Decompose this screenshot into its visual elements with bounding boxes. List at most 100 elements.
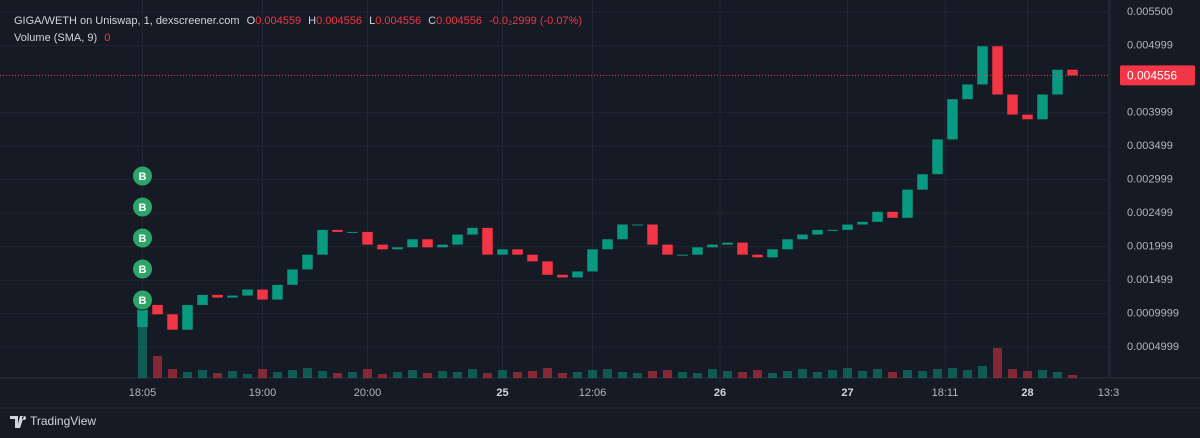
volume-bar [138,308,147,378]
buy-marker [132,196,153,218]
volume-bar [858,371,867,378]
candle-body [1037,94,1048,120]
volume-bar [963,370,972,378]
buy-marker [132,289,153,311]
volume-bar [243,374,252,378]
volume-label: Volume (SMA, 9) [14,32,97,44]
x-tick-label: 28 [1021,387,1033,399]
x-tick-label: 12:06 [579,387,607,399]
volume-bar [513,372,522,378]
candle-body [212,294,223,298]
volume-bar [198,370,207,378]
candle-body [167,314,178,330]
candle-body [947,99,958,140]
candle-body [677,254,688,256]
volume-bar [1068,375,1077,378]
brand-logo [10,416,27,428]
x-tick-label: 13:3 [1098,387,1119,399]
volume-bar [828,370,837,378]
volume-bar [378,374,387,378]
h-label: H [308,15,316,27]
volume-bar [618,372,627,378]
last-price-box [1120,65,1195,86]
candle-body [857,221,868,225]
volume-bar [918,371,927,378]
x-tick-label: 18:11 [932,387,959,399]
l-value: 0.004556 [375,15,421,27]
candle-body [1022,114,1033,120]
volume-pane [138,308,1077,378]
volume-bar [798,369,807,378]
volume-bar [303,368,312,378]
candle-body [662,244,673,255]
symbol: GIGA/WETH on Uniswap, 1, dexscreener.com [14,15,240,27]
candle-body [257,289,268,300]
l-label: L [369,15,375,27]
volume-bar [768,373,777,378]
candle-body [422,239,433,248]
volume-bar [333,373,342,378]
volume-bar [603,369,612,378]
volume-bar [528,371,537,378]
candle-body [932,139,943,175]
y-tick-label: 0.003999 [1127,107,1173,119]
volume-bar [1023,371,1032,378]
o-label: O [247,15,256,27]
volume-bar [228,371,237,378]
brand-name: TradingView [30,414,96,428]
candle-body [302,254,313,270]
candle-body [557,274,568,278]
volume-bar [213,373,222,378]
volume-bar [573,372,582,378]
x-tick-label: 18:05 [129,387,157,399]
x-tick-label: 25 [496,387,508,399]
y-tick-label: 0.002499 [1127,207,1173,219]
volume-bar [888,372,897,378]
buy-marker [132,165,153,187]
volume-bar [288,370,297,378]
y-tick-label: 0.001499 [1127,274,1173,286]
volume-bar [738,372,747,378]
candle-body [407,239,418,248]
o-value: 0.004559 [255,15,301,27]
candle-body [242,289,253,296]
volume-bar [783,371,792,378]
c-value: 0.004556 [436,15,482,27]
volume-bar [813,372,822,378]
candle-body [902,189,913,218]
candle-body [707,244,718,248]
volume-bar [1038,370,1047,378]
candle-body [272,284,283,300]
volume-bar [273,372,282,378]
candle-body [917,174,928,190]
c-label: C [428,15,436,27]
candle-body [692,247,703,255]
x-tick-label: 27 [841,387,853,399]
candle-body [287,269,298,285]
y-tick-label: 0.0009999 [1127,308,1179,320]
volume-bar [363,369,372,378]
volume-bar [408,370,417,378]
volume-bar [948,368,957,378]
y-tick-label: 0.003499 [1127,140,1173,152]
candle-body [782,239,793,250]
candle-body [317,229,328,255]
volume-bar [558,373,567,378]
volume-legend: Volume (SMA, 9) 0 [14,32,110,44]
volume-bar [753,370,762,378]
candle-body [752,254,763,258]
y-tick-label: 0.004999 [1127,40,1173,52]
candle-body [152,304,163,315]
candle-body [197,294,208,305]
candle-body [887,211,898,218]
candle-body [587,249,598,272]
candle-body [497,249,508,255]
candle-body [452,234,463,245]
change: -0.0₂2999 (-0.07%) [489,15,582,27]
volume-bar [678,372,687,378]
volume-bar [873,369,882,378]
candle-body [362,231,373,245]
axes: 0.005500 0.004999 0.003999 0.003499 0.002999… [0,6,1195,399]
buy-marker-label: B [139,295,147,307]
